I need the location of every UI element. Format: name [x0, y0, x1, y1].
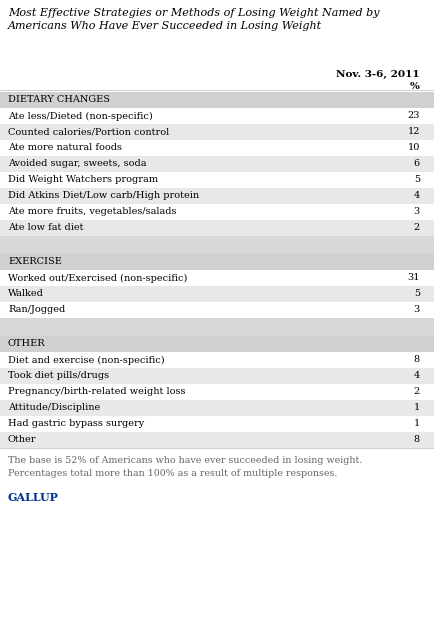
Bar: [0, 286, 434, 302]
Bar: [0, 236, 434, 254]
Text: 2: 2: [413, 223, 419, 232]
Text: Ate more natural foods: Ate more natural foods: [8, 144, 122, 153]
Text: Walked: Walked: [8, 289, 44, 299]
Text: 31: 31: [407, 273, 419, 282]
Bar: [0, 156, 434, 172]
Text: 8: 8: [413, 436, 419, 444]
Text: 12: 12: [407, 127, 419, 137]
Bar: [0, 204, 434, 220]
Text: Most Effective Strategies or Methods of Losing Weight Named by
Americans Who Hav: Most Effective Strategies or Methods of …: [8, 8, 378, 31]
Text: 5: 5: [413, 175, 419, 184]
Text: The base is 52% of Americans who have ever succeeded in losing weight.
Percentag: The base is 52% of Americans who have ev…: [8, 456, 362, 477]
Text: 6: 6: [413, 160, 419, 168]
Text: Had gastric bypass surgery: Had gastric bypass surgery: [8, 420, 144, 429]
Text: Avoided sugar, sweets, soda: Avoided sugar, sweets, soda: [8, 160, 146, 168]
Bar: [0, 368, 434, 384]
Text: Diet and exercise (non-specific): Diet and exercise (non-specific): [8, 356, 164, 365]
Text: Worked out/Exercised (non-specific): Worked out/Exercised (non-specific): [8, 273, 187, 282]
Text: 2: 2: [413, 387, 419, 396]
Text: Ate more fruits, vegetables/salads: Ate more fruits, vegetables/salads: [8, 208, 176, 216]
Text: EXERCISE: EXERCISE: [8, 258, 62, 266]
Bar: [0, 416, 434, 432]
Bar: [0, 254, 434, 270]
Bar: [0, 92, 434, 108]
Text: Ate less/Dieted (non-specific): Ate less/Dieted (non-specific): [8, 111, 152, 120]
Text: 10: 10: [407, 144, 419, 153]
Bar: [0, 432, 434, 448]
Bar: [0, 400, 434, 416]
Bar: [0, 188, 434, 204]
Text: %: %: [409, 82, 419, 91]
Text: Ran/Jogged: Ran/Jogged: [8, 306, 65, 315]
Text: 4: 4: [413, 192, 419, 201]
Text: 8: 8: [413, 356, 419, 365]
Text: DIETARY CHANGES: DIETARY CHANGES: [8, 96, 110, 104]
Text: Did Weight Watchers program: Did Weight Watchers program: [8, 175, 158, 184]
Text: 5: 5: [413, 289, 419, 299]
Text: Counted calories/Portion control: Counted calories/Portion control: [8, 127, 169, 137]
Text: Did Atkins Diet/Low carb/High protein: Did Atkins Diet/Low carb/High protein: [8, 192, 199, 201]
Text: Nov. 3-6, 2011: Nov. 3-6, 2011: [335, 70, 419, 79]
Text: 3: 3: [413, 208, 419, 216]
Bar: [0, 302, 434, 318]
Bar: [0, 352, 434, 368]
Text: Other: Other: [8, 436, 36, 444]
Bar: [0, 336, 434, 352]
Text: OTHER: OTHER: [8, 339, 46, 349]
Text: 23: 23: [407, 111, 419, 120]
Bar: [0, 172, 434, 188]
Text: Ate low fat diet: Ate low fat diet: [8, 223, 83, 232]
Text: 1: 1: [413, 403, 419, 413]
Text: 3: 3: [413, 306, 419, 315]
Bar: [0, 124, 434, 140]
Text: Attitude/Discipline: Attitude/Discipline: [8, 403, 100, 413]
Text: Pregnancy/birth-related weight loss: Pregnancy/birth-related weight loss: [8, 387, 185, 396]
Text: GALLUP: GALLUP: [8, 492, 59, 503]
Text: 4: 4: [413, 372, 419, 380]
Bar: [0, 220, 434, 236]
Bar: [0, 108, 434, 124]
Bar: [0, 384, 434, 400]
Bar: [0, 318, 434, 336]
Bar: [0, 270, 434, 286]
Text: 1: 1: [413, 420, 419, 429]
Text: Took diet pills/drugs: Took diet pills/drugs: [8, 372, 109, 380]
Bar: [0, 140, 434, 156]
